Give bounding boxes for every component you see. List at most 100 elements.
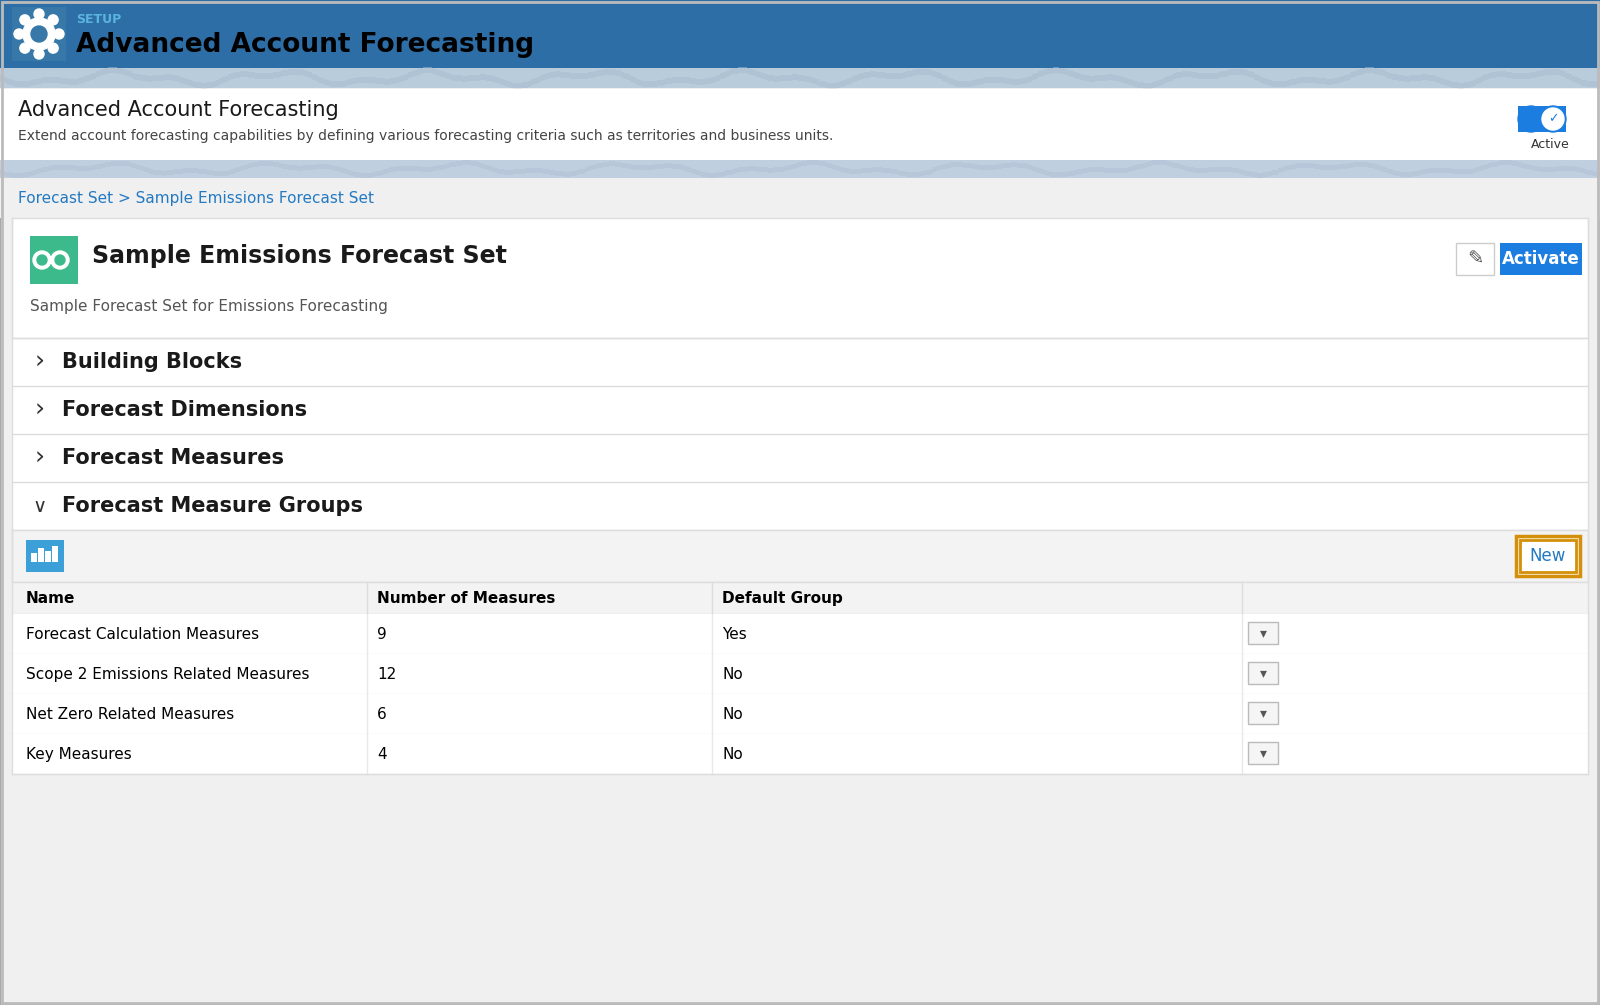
Bar: [603, 69, 606, 75]
Bar: [998, 77, 1002, 83]
Bar: [270, 73, 274, 79]
Bar: [882, 72, 885, 78]
Bar: [1509, 161, 1512, 166]
Bar: [174, 75, 178, 81]
Bar: [429, 167, 432, 172]
Bar: [45, 167, 48, 172]
Bar: [723, 171, 726, 176]
Bar: [1374, 67, 1378, 73]
Bar: [189, 168, 192, 173]
Bar: [1077, 73, 1080, 79]
Bar: [774, 168, 778, 173]
Bar: [978, 165, 981, 170]
Bar: [874, 71, 877, 77]
Bar: [1389, 169, 1392, 174]
Bar: [915, 69, 918, 75]
Bar: [699, 78, 702, 84]
Bar: [1402, 172, 1405, 177]
Bar: [1563, 166, 1566, 171]
Bar: [562, 71, 563, 77]
Bar: [261, 73, 264, 79]
Bar: [1386, 71, 1389, 77]
Bar: [696, 170, 699, 175]
Bar: [3, 171, 6, 176]
Bar: [579, 73, 582, 79]
Bar: [942, 165, 946, 170]
Bar: [541, 168, 542, 173]
Text: Active: Active: [1531, 138, 1570, 151]
Bar: [1512, 72, 1515, 78]
Bar: [1368, 67, 1371, 73]
Bar: [1296, 164, 1299, 169]
Bar: [1467, 81, 1470, 87]
Bar: [906, 172, 909, 177]
Bar: [1008, 78, 1011, 84]
Bar: [1440, 168, 1443, 173]
Bar: [0, 178, 1600, 218]
Bar: [1422, 170, 1426, 175]
Bar: [1269, 171, 1272, 176]
Bar: [1443, 79, 1446, 85]
Bar: [1512, 161, 1515, 166]
Bar: [510, 170, 514, 175]
Bar: [1128, 78, 1131, 84]
Bar: [131, 72, 134, 78]
Bar: [78, 166, 82, 171]
Circle shape: [19, 43, 30, 53]
Bar: [1302, 163, 1306, 168]
Bar: [531, 168, 534, 173]
Bar: [726, 70, 730, 76]
Text: ▾: ▾: [1259, 746, 1267, 760]
Bar: [1162, 78, 1165, 84]
Bar: [970, 164, 973, 169]
Bar: [534, 78, 538, 84]
Bar: [606, 162, 610, 167]
Bar: [1101, 168, 1104, 173]
Bar: [254, 162, 258, 167]
Bar: [786, 166, 789, 171]
Bar: [13, 614, 1587, 654]
Bar: [830, 82, 834, 88]
Bar: [370, 173, 371, 178]
Bar: [1046, 68, 1050, 74]
Bar: [1309, 163, 1310, 168]
Bar: [486, 165, 490, 170]
Bar: [1038, 71, 1042, 77]
Bar: [610, 68, 611, 74]
Bar: [618, 162, 621, 167]
Bar: [570, 72, 573, 78]
Bar: [637, 78, 638, 84]
Text: Name: Name: [26, 591, 75, 605]
Bar: [624, 73, 627, 78]
Bar: [675, 164, 678, 169]
Bar: [168, 170, 171, 175]
Bar: [1074, 72, 1077, 78]
Bar: [114, 67, 117, 73]
Bar: [414, 69, 418, 75]
Bar: [384, 78, 387, 84]
Bar: [466, 75, 467, 81]
Bar: [192, 168, 195, 173]
Bar: [96, 164, 99, 169]
Bar: [566, 172, 570, 177]
Bar: [966, 81, 970, 87]
Bar: [288, 69, 291, 75]
Bar: [1173, 163, 1176, 168]
Bar: [306, 71, 309, 77]
Bar: [154, 170, 157, 175]
Circle shape: [54, 29, 64, 39]
Bar: [589, 167, 590, 171]
Bar: [1029, 165, 1032, 170]
Bar: [696, 78, 699, 84]
Bar: [466, 160, 467, 165]
Bar: [1062, 172, 1066, 177]
Bar: [1357, 69, 1358, 75]
Bar: [762, 73, 765, 79]
Bar: [467, 161, 470, 166]
Bar: [878, 72, 882, 78]
Bar: [1118, 168, 1122, 173]
Bar: [270, 162, 274, 167]
Bar: [138, 165, 141, 170]
Bar: [1331, 165, 1334, 170]
Bar: [782, 166, 786, 171]
